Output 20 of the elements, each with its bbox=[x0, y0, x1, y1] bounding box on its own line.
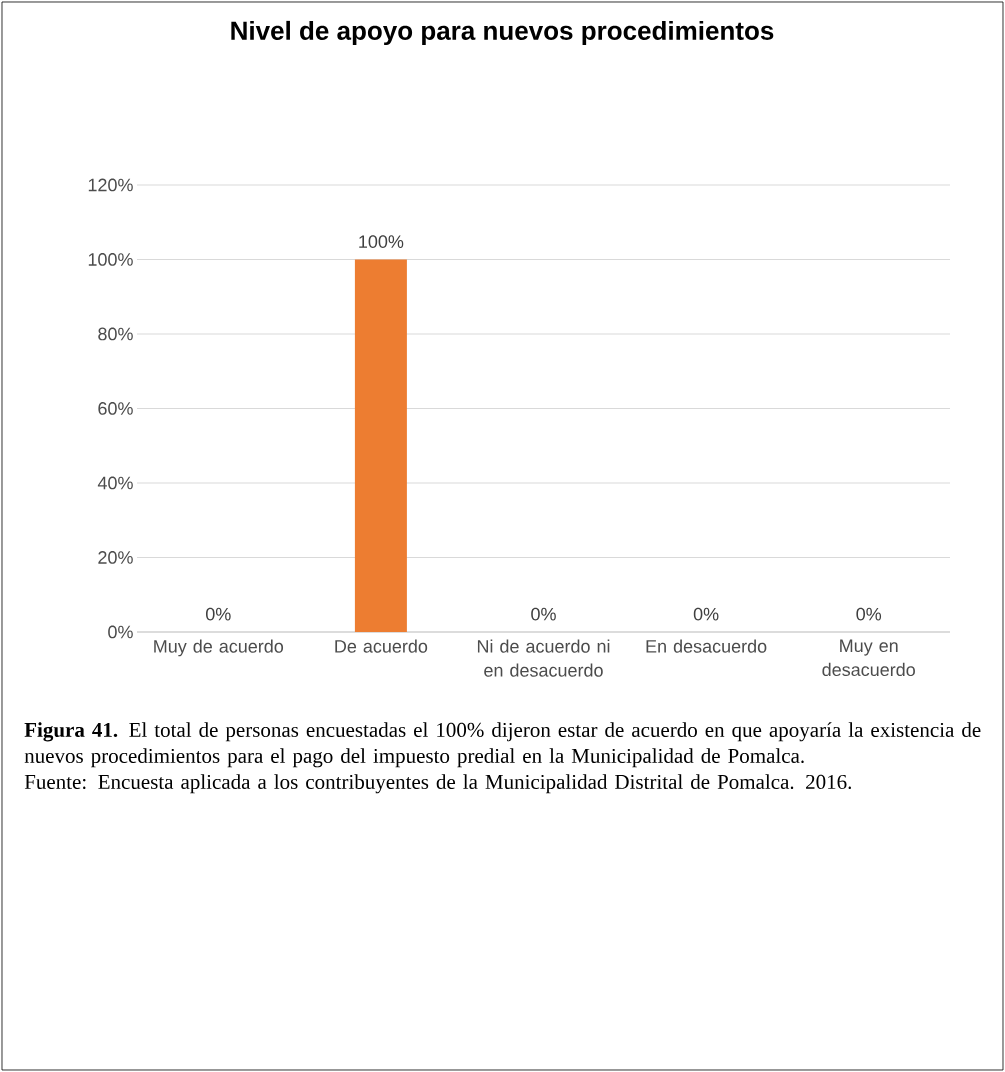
y-tick-label: 120% bbox=[88, 178, 133, 192]
y-tick-label: 60% bbox=[98, 402, 133, 415]
x-tick-label: Muy de acuerdo bbox=[154, 639, 284, 657]
y-tick-label: 100% bbox=[88, 253, 133, 266]
y-tick-label: 20% bbox=[98, 551, 133, 564]
chart-title: Nivel de apoyo para nuevos procedimientos bbox=[231, 20, 774, 46]
source-note: Fuente: Encuesta aplicada a los contribuyentes de la Municipalidad Distrital de Pomalca. 2016. bbox=[24, 774, 851, 794]
y-tick-label: 0% bbox=[108, 625, 133, 639]
y-tick-label: 40% bbox=[97, 476, 133, 490]
x-tick-label: En desacuerdo bbox=[646, 639, 767, 653]
x-tick-label: De acuerdo bbox=[335, 639, 428, 653]
data-label: 0% bbox=[693, 607, 719, 621]
data-label: 0% bbox=[206, 607, 231, 621]
data-label: 100% bbox=[359, 235, 404, 248]
x-tick-label: Muy en desacuerdo bbox=[822, 639, 915, 677]
text: Figura 41. El total de personas encuestadas el 100% dijeron estar de acuerdo en que apoyaría la existencia de nuevos procedimientos para el pago del impuesto predial en la Municipalidad de Pomalca. bbox=[24, 722, 981, 768]
data-label: 0% bbox=[856, 607, 882, 621]
x-tick-label: Ni de acuerdo ni en desacuerdo bbox=[477, 639, 610, 677]
data-label: 0% bbox=[531, 607, 556, 621]
y-tick-label: 80% bbox=[98, 327, 133, 341]
